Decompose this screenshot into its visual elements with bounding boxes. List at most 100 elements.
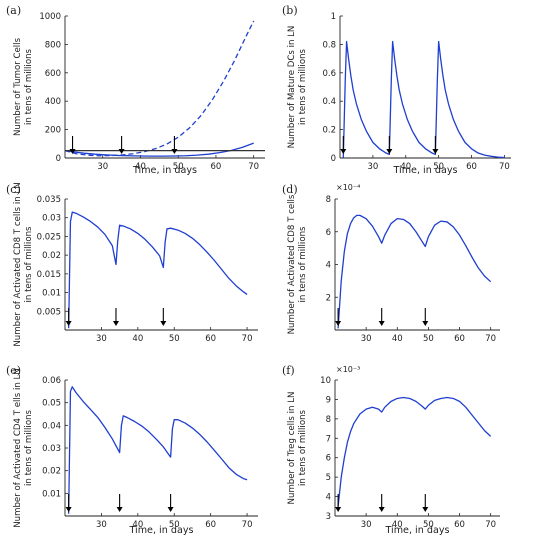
- dose-arrow-head-e: [116, 507, 123, 512]
- y-tick-label-b: 0: [331, 154, 336, 164]
- dose-arrow-head-b: [340, 149, 347, 154]
- x-tick-label-c: 70: [242, 334, 253, 344]
- y-tick-label-a: 0: [56, 154, 61, 164]
- x-tick-label-d: 60: [454, 334, 465, 344]
- x-axis-label-e: Time, in days: [128, 525, 193, 536]
- y-tick-label-b: 0.4: [322, 97, 336, 107]
- dose-arrow-head-d: [335, 321, 342, 326]
- dose-arrow-head-e: [65, 507, 72, 512]
- y-tick-label-a: 400: [45, 97, 61, 107]
- x-axis-label-b: Time, in days: [392, 165, 457, 176]
- dose-arrow-head-e: [167, 507, 174, 512]
- y-exponent-label-d: ×10⁻⁴: [336, 183, 360, 192]
- x-tick-label-b: 60: [466, 162, 477, 172]
- x-tick-label-f: 50: [423, 520, 434, 530]
- panel-label-e: (e): [6, 364, 21, 377]
- x-tick-label-c: 60: [205, 334, 216, 344]
- y-tick-label-f: 3: [326, 512, 331, 522]
- x-tick-label-f: 30: [361, 520, 372, 530]
- panel-label-a: (a): [6, 4, 21, 17]
- dose-arrow-head-c: [65, 321, 72, 326]
- dose-arrow-head-a: [69, 149, 76, 154]
- series-line-f-0: [337, 396, 492, 507]
- x-tick-label-a: 50: [173, 162, 184, 172]
- dose-arrow-head-b: [432, 149, 439, 154]
- series-line-d-0: [337, 214, 492, 329]
- y-axis-label-line2-a: in tens of millions: [24, 48, 34, 125]
- y-tick-label-e: 0.06: [42, 376, 61, 386]
- y-axis-label-e: Number of Activated CD4 T ells in LN: [13, 368, 23, 528]
- y-axis-label-c: Number of Activated CD8 T cells in LN: [13, 182, 23, 346]
- dose-arrow-head-d: [378, 321, 385, 326]
- x-tick-label-c: 40: [132, 334, 143, 344]
- panel-label-d: (d): [282, 183, 298, 196]
- y-axis-label-line2-d: in tens of millions: [298, 226, 308, 303]
- series-line-a-0: [64, 142, 254, 157]
- y-tick-label-c: 0.005: [37, 307, 61, 317]
- x-axis-label-a: Time, in days: [132, 165, 197, 176]
- y-tick-label-c: 0.01: [42, 289, 61, 299]
- x-tick-label-f: 60: [454, 520, 465, 530]
- series-line-e-0: [67, 386, 248, 514]
- x-tick-label-d: 40: [392, 334, 403, 344]
- y-axis-label-line2-e: in tens of millions: [24, 409, 34, 486]
- y-tick-label-a: 600: [45, 69, 61, 79]
- y-tick-label-b: 1: [331, 12, 336, 22]
- series-line-b-0: [342, 40, 505, 159]
- y-tick-label-c: 0.025: [37, 232, 61, 242]
- y-tick-label-b: 0.6: [322, 69, 336, 79]
- dose-arrow-head-a: [118, 149, 125, 154]
- panel-label-c: (c): [6, 183, 21, 196]
- y-axis-label-line2-c: in tens of millions: [24, 226, 34, 303]
- x-tick-label-e: 50: [169, 520, 180, 530]
- x-tick-label-a: 40: [135, 162, 146, 172]
- x-tick-label-d: 50: [423, 334, 434, 344]
- x-tick-label-e: 30: [96, 520, 107, 530]
- y-tick-label-f: 4: [326, 493, 331, 503]
- y-tick-label-a: 800: [45, 40, 61, 50]
- x-tick-label-f: 70: [485, 520, 496, 530]
- y-axis-label-d: Number of Activated CD8 T cells: [287, 194, 297, 334]
- x-tick-label-f: 40: [392, 520, 403, 530]
- dose-arrow-head-f: [378, 507, 385, 512]
- dose-arrow-head-c: [160, 321, 167, 326]
- y-tick-label-d: 6: [326, 228, 331, 238]
- dose-arrow-head-f: [422, 507, 429, 512]
- y-tick-label-f: 6: [326, 454, 331, 464]
- y-axis-label-line2-b: in tens of millions: [298, 48, 308, 125]
- x-tick-label-e: 70: [242, 520, 253, 530]
- x-tick-label-c: 50: [169, 334, 180, 344]
- y-tick-label-d: 8: [326, 195, 331, 205]
- y-axis-label-a: Number of Tumor Cells: [13, 37, 23, 136]
- x-tick-label-c: 30: [96, 334, 107, 344]
- y-axis-label-f: Number of Treg cells in LN: [287, 392, 297, 505]
- y-exponent-label-f: ×10⁻³: [336, 365, 360, 374]
- panel-label-b: (b): [282, 4, 298, 17]
- x-axis-label-f: Time, in days: [384, 525, 449, 536]
- y-tick-label-f: 9: [326, 395, 331, 405]
- y-tick-label-c: 0.035: [37, 195, 61, 205]
- x-tick-label-a: 30: [97, 162, 108, 172]
- y-tick-label-d: 2: [326, 293, 331, 303]
- y-axis-label-b: Number of Mature DCs in LN: [287, 26, 297, 149]
- x-tick-label-b: 40: [400, 162, 411, 172]
- y-axis-label-line2-f: in tens of millions: [298, 409, 308, 486]
- y-tick-label-c: 0.015: [37, 270, 61, 280]
- y-tick-label-e: 0.01: [42, 489, 61, 499]
- x-tick-label-b: 70: [499, 162, 510, 172]
- y-tick-label-e: 0.05: [42, 399, 61, 409]
- x-tick-label-e: 40: [132, 520, 143, 530]
- dose-arrow-head-c: [112, 321, 119, 326]
- x-tick-label-d: 30: [361, 334, 372, 344]
- series-line-a-1: [64, 20, 255, 157]
- y-tick-label-f: 5: [326, 473, 331, 483]
- x-tick-label-b: 30: [367, 162, 378, 172]
- x-tick-label-a: 70: [248, 162, 259, 172]
- dose-arrow-head-d: [422, 321, 429, 326]
- panel-label-f: (f): [282, 364, 295, 377]
- y-tick-label-c: 0.02: [42, 251, 61, 261]
- x-tick-label-b: 50: [433, 162, 444, 172]
- x-tick-label-a: 60: [211, 162, 222, 172]
- dose-arrow-head-f: [335, 507, 342, 512]
